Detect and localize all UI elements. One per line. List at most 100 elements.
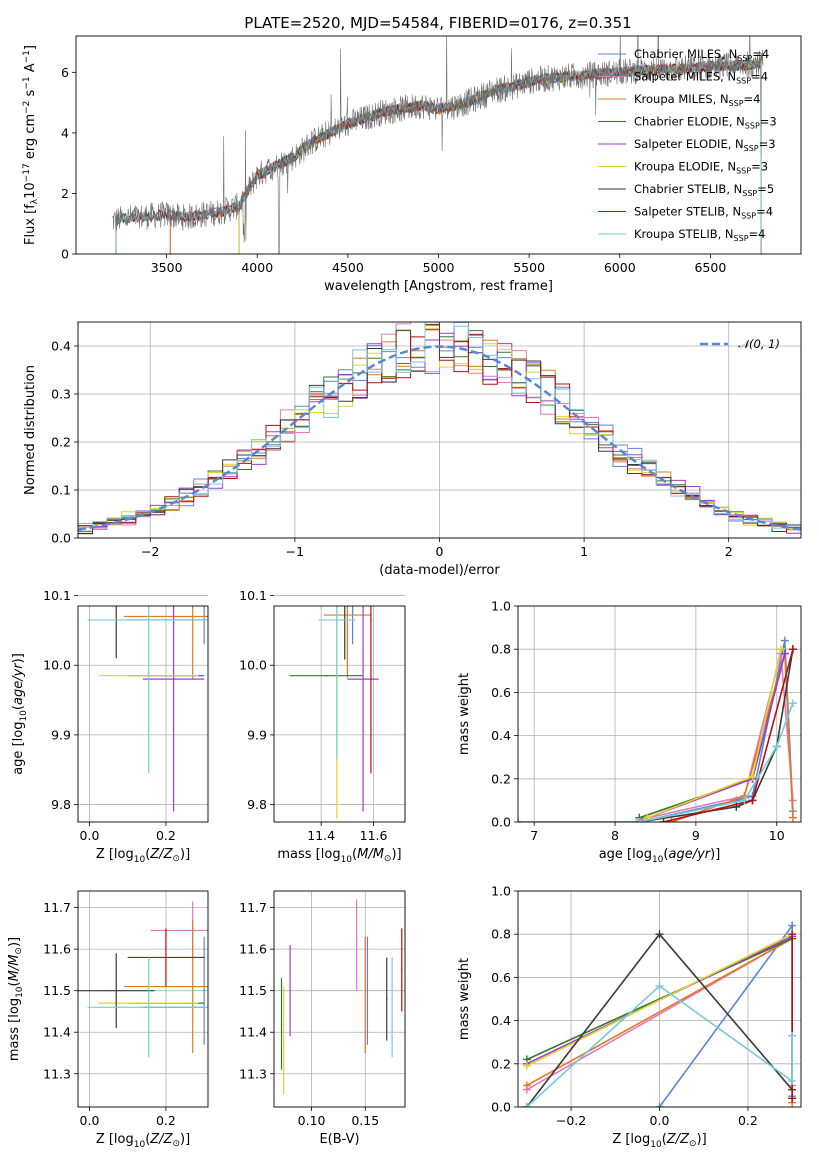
y-tick-label: 11.6 [43, 942, 71, 957]
legend-entry-salpeter-stelib: Salpeter STELIB, NSSP=4 [634, 205, 773, 221]
y-tick-label: 0.2 [491, 1056, 511, 1071]
y-tick-label: 11.7 [43, 900, 71, 915]
histogram-kroupa-stelib [78, 322, 801, 529]
y-tick-label: 2 [61, 186, 69, 201]
point-chabrier-stelib [115, 989, 118, 992]
x-tick-label: 3500 [151, 260, 183, 275]
marker-chabrier-miles [655, 1103, 664, 1107]
point-chabrier-miles [366, 989, 369, 992]
y-tick-label: 0 [61, 247, 69, 262]
legend-entry-chabrier-elodie: Chabrier ELODIE, NSSP=3 [634, 115, 777, 131]
y-axis-label: Normed distribution [23, 365, 38, 495]
y-tick-label: 0.0 [51, 531, 71, 546]
legend-entry-chabrier-miles: Chabrier MILES, NSSP=4 [634, 47, 769, 63]
x-axis-label: Z [log10(Z/Z⊙)] [96, 847, 190, 865]
y-tick-label: 0.2 [491, 771, 511, 786]
marker-kroupa-stelib [635, 818, 644, 822]
y-tick-label: 0.2 [51, 435, 71, 450]
point-kroupa-stelib [391, 1006, 393, 1009]
model-line-salpeter-miles [169, 59, 762, 254]
weight-line-chabrier-miles [658, 923, 793, 1107]
x-axis-label: E(B-V) [319, 1132, 359, 1147]
marker-kroupa-elodie [522, 1061, 531, 1070]
x-axis-label: Z [log10(Z/Z⊙)] [612, 1132, 706, 1150]
marker-salpeter-stelib [659, 818, 668, 822]
point-salpeter-stelib [165, 956, 167, 959]
y-tick-label: 10.0 [43, 658, 71, 673]
weight-line-chabrier-elodie [526, 937, 793, 1061]
weight-line-kroupa-stelib [639, 702, 794, 822]
x-tick-label: 5000 [423, 260, 455, 275]
x-axis-label: mass [log10(M/M⊙)] [277, 847, 401, 865]
marker-kroupa-elodie [776, 645, 785, 654]
y-tick-label: 0.4 [51, 339, 71, 354]
plot-area [289, 598, 383, 819]
x-tick-label: 11.6 [360, 828, 388, 843]
x-axis-label: (data-model)/error [379, 563, 500, 578]
point-chabrier-stelib [115, 581, 117, 583]
model-line-chabrier-stelib [115, 60, 762, 254]
chart-spectrum: 3500 4000 4500 5000 5500 6000 6500 0 2 4 6 Chabrier… [22, 35, 802, 294]
y-tick-label: 11.6 [239, 942, 267, 957]
y-tick-label: 11.4 [239, 1025, 267, 1040]
marker-kroupa-stelib [740, 796, 749, 805]
chart-age-vs-z: 0.0 0.2 9.8 9.9 10.0 10.1 Z [log10(Z/Z⊙)] age [… [11, 581, 209, 865]
legend-entry-chabrier-stelib: Chabrier STELIB, NSSP=5 [634, 182, 774, 198]
x-tick-label: 6000 [604, 260, 636, 275]
y-tick-label: 4 [61, 125, 69, 140]
point-chabrier-stelib [385, 998, 388, 1000]
y-tick-label: 11.5 [239, 983, 267, 998]
plot-area [518, 636, 797, 822]
marker-chabrier-stelib [655, 930, 664, 939]
point-kroupa-miles [191, 615, 194, 618]
point-salpeter-elodie [289, 989, 291, 992]
point-salpeter-miles [192, 598, 194, 600]
y-tick-label: 0.8 [491, 927, 511, 942]
point-chabrier-miles [203, 989, 205, 992]
y-axis-label: Flux [fλ10−17 erg cm−2 s−1 A−1] [22, 45, 40, 245]
x-tick-label: 0.0 [80, 1113, 100, 1128]
y-tick-label: 11.7 [239, 900, 267, 915]
x-tick-label: 4000 [241, 260, 273, 275]
histogram-salpeter-stelib [78, 329, 801, 532]
y-tick-label: 1.0 [491, 599, 511, 614]
point-salpeter-miles [381, 598, 383, 600]
weight-line-chabrier-miles [518, 640, 794, 822]
chart-age-vs-mass: 11.4 11.6 9.8 9.9 10.0 10.1 mass [log10(M/M⊙)] [239, 588, 406, 865]
marker-kroupa-elodie [748, 772, 757, 781]
x-tick-label: −2 [141, 544, 159, 559]
x-tick-label: −0.2 [556, 1113, 586, 1128]
x-tick-label: 4500 [332, 260, 364, 275]
axes-frame [77, 605, 209, 823]
x-tick-label: 11.4 [307, 828, 335, 843]
x-tick-label: 2 [725, 544, 733, 559]
grid [274, 891, 405, 1107]
marker-kroupa-miles [522, 1081, 531, 1090]
y-tick-label: 9.9 [51, 727, 71, 742]
normal-curve [78, 345, 801, 531]
y-tick-label: 0.1 [51, 483, 71, 498]
point-salpeter-stelib [370, 619, 372, 621]
x-tick-label: −1 [286, 544, 304, 559]
axes-frame [77, 890, 209, 1108]
axes-frame [75, 35, 802, 255]
marker-kroupa-miles [788, 813, 797, 822]
x-tick-label: 8 [611, 828, 619, 843]
point-salpeter-elodie [172, 678, 175, 680]
y-tick-label: 0.4 [491, 1013, 511, 1028]
point-kroupa-miles [346, 614, 349, 616]
x-tick-label: 0.2 [738, 1113, 758, 1128]
x-tick-label: 1 [580, 544, 588, 559]
y-tick-label: 6 [61, 65, 69, 80]
chart-mass-vs-ebv: 0.10 0.15 11.3 11.4 11.5 11.6 11.7 E(B-V) [239, 890, 406, 1147]
plot-area [87, 581, 208, 812]
model-line-salpeter-stelib [115, 58, 762, 254]
y-tick-label: 1.0 [491, 884, 511, 899]
x-tick-label: 0.0 [80, 828, 100, 843]
marker-kroupa-stelib [655, 982, 664, 991]
y-axis-label: mass weight [457, 958, 472, 1040]
marker-salpeter-stelib [788, 1094, 797, 1103]
axes-frame [273, 605, 406, 823]
y-axis-label: age [log10(age/yr)] [11, 653, 29, 775]
